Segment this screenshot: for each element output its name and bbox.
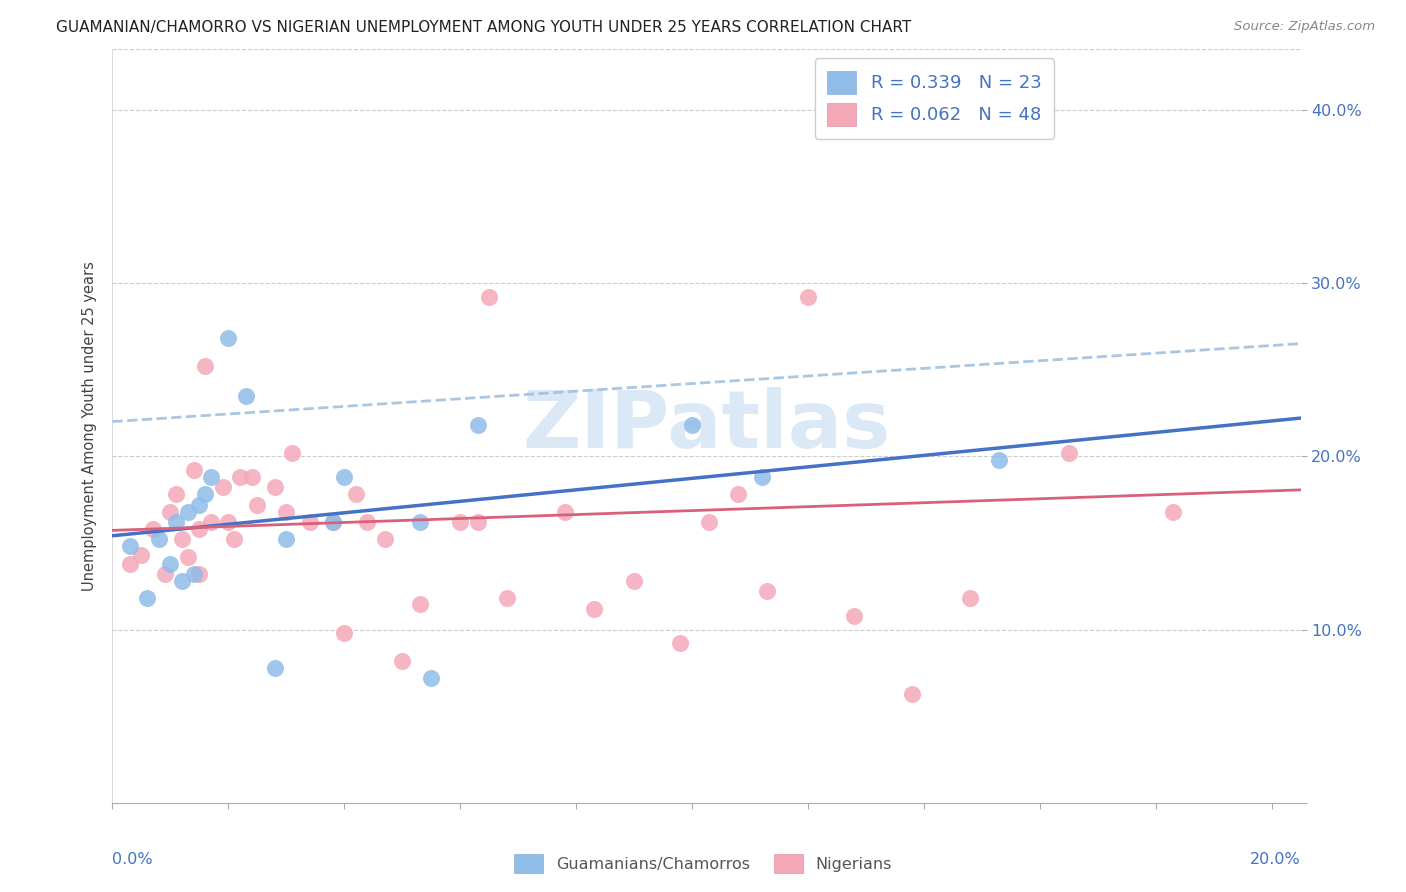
Point — [276, 533, 298, 547]
Point — [276, 505, 298, 519]
Point — [751, 470, 773, 484]
Text: Source: ZipAtlas.com: Source: ZipAtlas.com — [1234, 20, 1375, 33]
Point — [420, 671, 443, 685]
Point — [118, 540, 141, 554]
Point — [449, 515, 471, 529]
Point — [333, 626, 356, 640]
Point — [344, 487, 367, 501]
Point — [142, 522, 165, 536]
Point — [391, 654, 413, 668]
Point — [844, 608, 866, 623]
Point — [217, 515, 239, 529]
Point — [131, 548, 153, 562]
Point — [200, 515, 222, 529]
Text: 0.0%: 0.0% — [112, 852, 153, 867]
Point — [959, 591, 981, 606]
Point — [322, 515, 344, 529]
Point — [495, 591, 517, 606]
Point — [374, 533, 396, 547]
Point — [554, 505, 576, 519]
Point — [699, 515, 721, 529]
Point — [333, 470, 356, 484]
Point — [356, 515, 378, 529]
Point — [170, 533, 193, 547]
Point — [322, 515, 344, 529]
Point — [118, 557, 141, 571]
Point — [136, 591, 159, 606]
Point — [235, 389, 257, 403]
Text: ZIPatlas: ZIPatlas — [523, 387, 890, 465]
Point — [988, 452, 1011, 467]
Point — [669, 636, 692, 650]
Point — [165, 515, 187, 529]
Point — [177, 549, 200, 564]
Point — [188, 498, 211, 512]
Point — [582, 601, 605, 615]
Point — [211, 480, 233, 494]
Point — [1161, 505, 1184, 519]
Point — [681, 418, 703, 433]
Point — [159, 505, 181, 519]
Y-axis label: Unemployment Among Youth under 25 years: Unemployment Among Youth under 25 years — [82, 261, 97, 591]
Point — [153, 567, 176, 582]
Point — [727, 487, 749, 501]
Point — [194, 359, 217, 373]
Point — [183, 463, 205, 477]
Point — [177, 505, 200, 519]
Point — [148, 533, 170, 547]
Point — [901, 687, 924, 701]
Point — [200, 470, 222, 484]
Point — [240, 470, 263, 484]
Point — [756, 584, 779, 599]
Point — [623, 574, 645, 588]
Point — [1017, 117, 1039, 131]
Point — [281, 446, 304, 460]
Point — [298, 515, 321, 529]
Point — [467, 418, 489, 433]
Point — [217, 331, 239, 345]
Point — [246, 498, 269, 512]
Point — [1057, 446, 1080, 460]
Point — [224, 533, 246, 547]
Point — [183, 567, 205, 582]
Legend: Guamanians/Chamorros, Nigerians: Guamanians/Chamorros, Nigerians — [508, 847, 898, 880]
Point — [797, 290, 820, 304]
Point — [188, 567, 211, 582]
Point — [229, 470, 252, 484]
Text: 20.0%: 20.0% — [1250, 852, 1301, 867]
Point — [165, 487, 187, 501]
Point — [467, 515, 489, 529]
Point — [408, 597, 430, 611]
Point — [478, 290, 501, 304]
Point — [159, 557, 181, 571]
Point — [263, 660, 285, 674]
Text: GUAMANIAN/CHAMORRO VS NIGERIAN UNEMPLOYMENT AMONG YOUTH UNDER 25 YEARS CORRELATI: GUAMANIAN/CHAMORRO VS NIGERIAN UNEMPLOYM… — [56, 20, 911, 35]
Point — [408, 515, 430, 529]
Legend: R = 0.339   N = 23, R = 0.062   N = 48: R = 0.339 N = 23, R = 0.062 N = 48 — [814, 58, 1054, 139]
Point — [194, 487, 217, 501]
Point — [263, 480, 285, 494]
Point — [188, 522, 211, 536]
Point — [170, 574, 193, 588]
